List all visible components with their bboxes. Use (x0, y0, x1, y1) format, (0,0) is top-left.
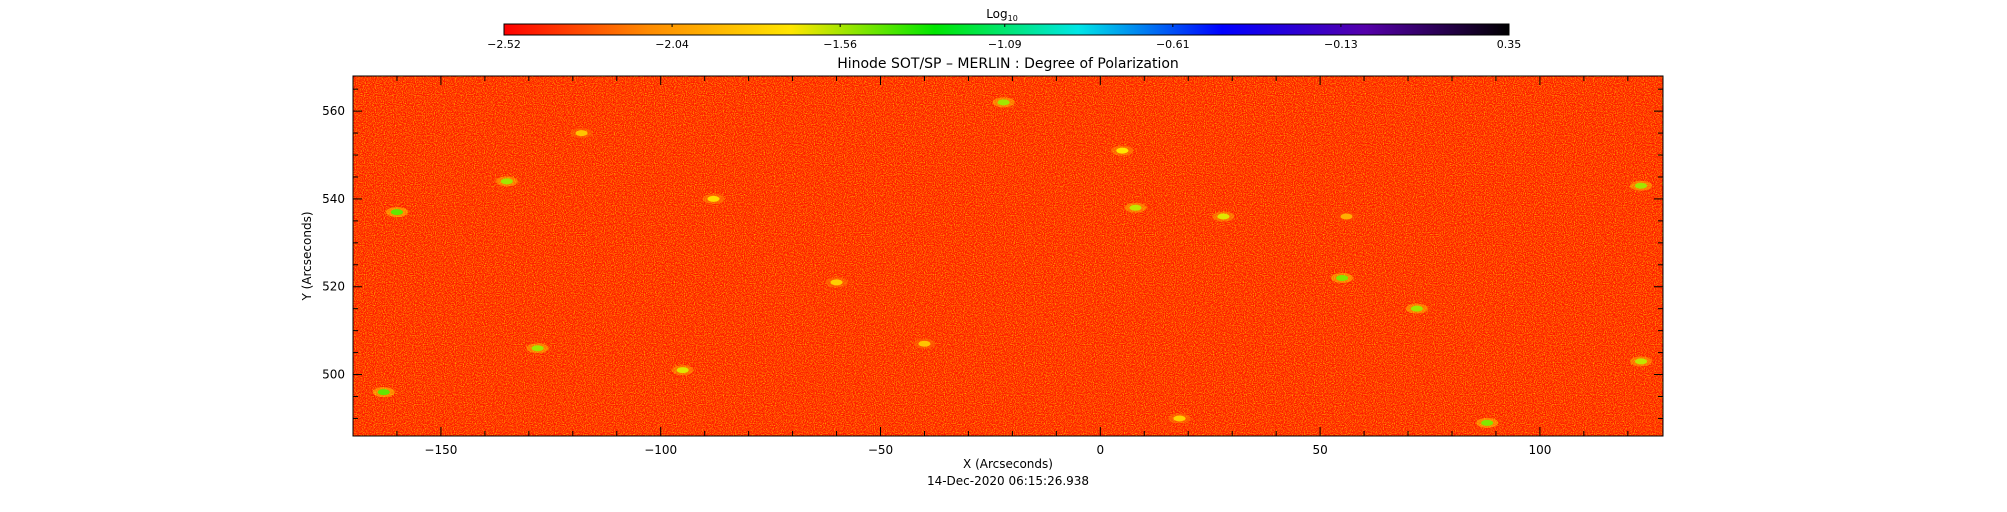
x-axis-label: X (Arcseconds) (963, 457, 1053, 471)
plot-frame (352, 75, 1664, 437)
colorbar-tick-label: −2.52 (487, 38, 521, 51)
hotspot (1217, 213, 1230, 220)
hotspot (1481, 419, 1494, 426)
y-tick-label: 520 (322, 280, 345, 294)
hotspot (676, 367, 689, 374)
x-tick-label: −150 (424, 443, 457, 457)
y-axis-ticks: 500 520 540 560 (322, 88, 1663, 419)
hotspot (1410, 305, 1423, 312)
hotspot (500, 178, 513, 185)
colorbar-tick-label: −0.13 (1324, 38, 1358, 51)
x-tick-label: 50 (1312, 443, 1327, 457)
hotspot (1336, 274, 1349, 281)
y-tick-label: 500 (322, 368, 345, 382)
x-tick-label: 0 (1096, 443, 1104, 457)
y-axis-label: Y (Arcseconds) (300, 211, 314, 301)
hotspot (707, 195, 720, 202)
colorbar-tick-label: 0.35 (1497, 38, 1522, 51)
hotspot (575, 130, 588, 137)
hotspot (531, 345, 544, 352)
heatmap-texture (353, 76, 1663, 436)
hotspot (1340, 213, 1353, 220)
hotspot (377, 389, 390, 396)
x-tick-label: 100 (1528, 443, 1551, 457)
colorbar-label: Log10 (986, 7, 1018, 23)
y-tick-label: 540 (322, 192, 345, 206)
colorbar-tick-label: −0.61 (1156, 38, 1190, 51)
x-axis-ticks: −150 −100 −50 0 50 100 (352, 76, 1629, 457)
hotspot (1635, 358, 1648, 365)
hotspot (918, 340, 931, 347)
colorbar-label-sub: 10 (1008, 14, 1018, 23)
timestamp: 14-Dec-2020 06:15:26.938 (927, 474, 1089, 488)
colorbar-tick-label: −1.56 (823, 38, 857, 51)
colorbar-gradient (503, 23, 1510, 36)
chart-title: Hinode SOT/SP – MERLIN : Degree of Polar… (837, 56, 1179, 72)
x-tick-label: −100 (644, 443, 677, 457)
colorbar: Log10 −2.52 −2.04 −1.56 −1.09 −0.61 −0.13 0.35 (487, 7, 1521, 51)
hotspot (1635, 182, 1648, 189)
hotspot (997, 99, 1010, 106)
y-tick-label: 560 (322, 104, 345, 118)
hotspot (390, 209, 403, 216)
hotspot (830, 279, 843, 286)
colorbar-tick-label: −2.04 (655, 38, 689, 51)
heatmap-hotspots (372, 97, 1653, 428)
x-tick-label: −50 (868, 443, 893, 457)
colorbar-ticks: −2.52 −2.04 −1.56 −1.09 −0.61 −0.13 0.35 (487, 24, 1521, 51)
plot-area: −150 −100 −50 0 50 100 500 520 540 560 (322, 75, 1664, 457)
colorbar-tick-label: −1.09 (988, 38, 1022, 51)
colorbar-label-main: Log (986, 7, 1007, 21)
hotspot (1173, 415, 1186, 422)
hotspot (1129, 204, 1142, 211)
hotspot (1116, 147, 1129, 154)
